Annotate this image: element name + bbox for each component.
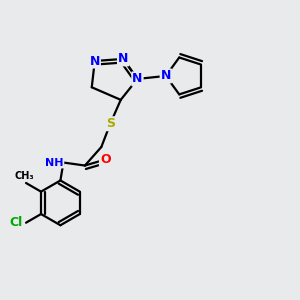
Text: N: N — [160, 69, 171, 82]
Text: Cl: Cl — [10, 216, 23, 229]
Text: NH: NH — [45, 158, 63, 167]
Text: N: N — [118, 52, 128, 65]
Text: CH₃: CH₃ — [15, 171, 34, 181]
Text: O: O — [100, 153, 110, 166]
Text: N: N — [132, 72, 142, 86]
Text: N: N — [90, 55, 100, 68]
Text: S: S — [106, 117, 115, 130]
